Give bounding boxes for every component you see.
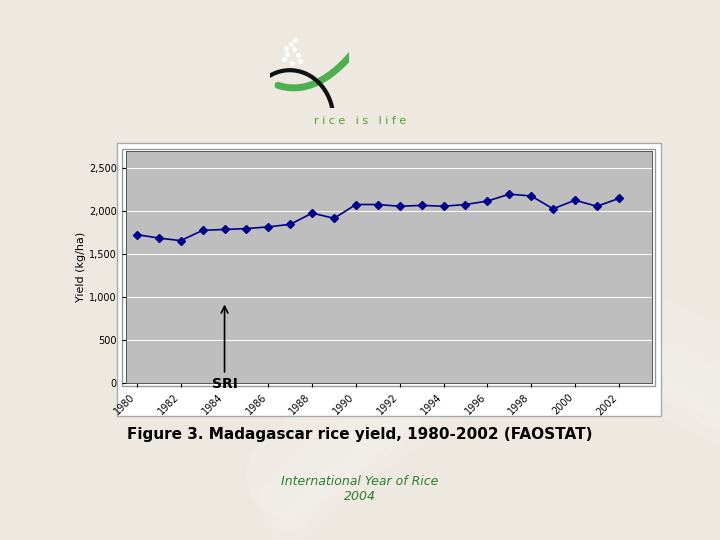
Text: Figure 3. Madagascar rice yield, 1980-2002 (FAOSTAT): Figure 3. Madagascar rice yield, 1980-20…: [127, 427, 593, 442]
Text: r i c e   i s   l i f e: r i c e i s l i f e: [314, 117, 406, 126]
Text: SRI: SRI: [212, 376, 238, 390]
Y-axis label: Yield (kg/ha): Yield (kg/ha): [76, 232, 86, 302]
Text: International Year of Rice
2004: International Year of Rice 2004: [282, 475, 438, 503]
